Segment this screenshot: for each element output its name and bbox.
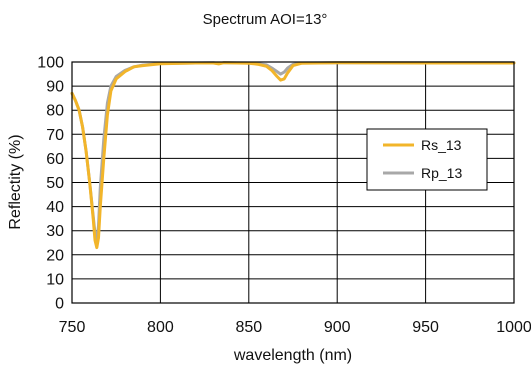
y-tick-label: 0: [55, 296, 64, 313]
x-tick-label: 950: [412, 319, 439, 336]
legend-box: [366, 128, 488, 191]
legend: Rs_13 Rp_13: [366, 128, 488, 191]
legend-label-rp: Rp_13: [421, 165, 462, 181]
y-tick-label: 20: [46, 247, 64, 264]
x-tick-label: 850: [235, 319, 262, 336]
y-tick-label: 30: [46, 223, 64, 240]
y-tick-label: 90: [46, 79, 64, 96]
x-axis-label: wavelength (nm): [233, 347, 352, 364]
plot-frame: [71, 61, 515, 304]
legend-label-rs: Rs_13: [421, 137, 462, 153]
chart-title: Spectrum AOI=13°: [203, 11, 328, 28]
series-line-rs-13: [70, 61, 516, 250]
tick-labels: 0 10 20 30 40 50 60 70 80 90 100 750 800 850 900 950 100…: [37, 55, 531, 337]
y-tick-label: 100: [37, 55, 64, 72]
x-tick-label: 800: [147, 319, 174, 336]
y-tick-label: 70: [46, 127, 64, 144]
y-axis-label: Reflectity (%): [7, 134, 24, 229]
y-tick-label: 50: [46, 175, 64, 192]
x-tick-label: 900: [324, 319, 351, 336]
x-tick-label: 1000: [496, 319, 531, 336]
y-tick-label: 10: [46, 271, 64, 288]
y-tick-label: 80: [46, 103, 64, 120]
y-tick-label: 40: [46, 199, 64, 216]
y-tick-label: 60: [46, 151, 64, 168]
x-tick-label: 750: [59, 319, 86, 336]
series-lines: [70, 61, 516, 250]
